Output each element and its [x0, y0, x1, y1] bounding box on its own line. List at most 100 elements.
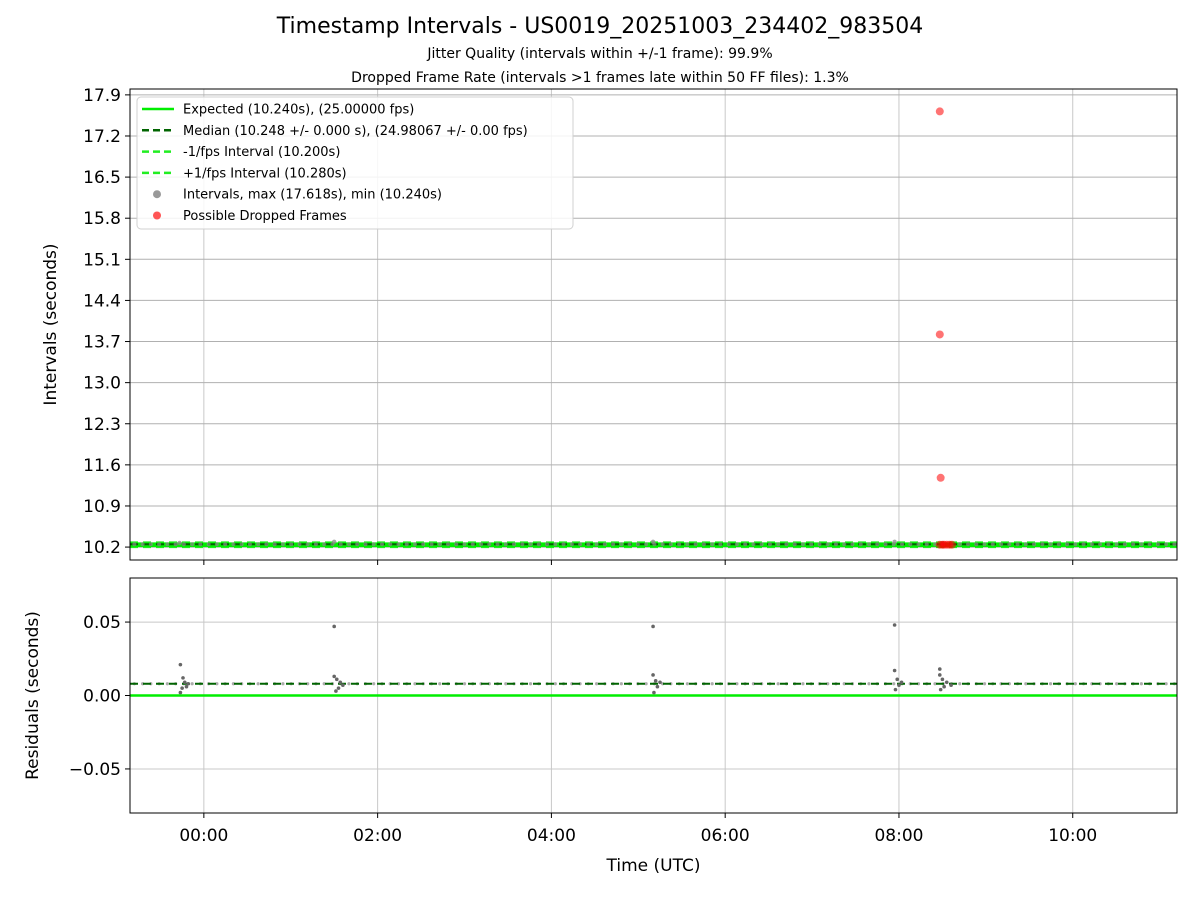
interval-point	[908, 542, 913, 547]
residual-point	[867, 682, 871, 686]
interval-point	[520, 542, 525, 547]
interval-point	[503, 542, 508, 547]
interval-point	[181, 542, 186, 547]
residual-point	[334, 677, 339, 682]
interval-point	[611, 542, 616, 547]
residual-point	[438, 682, 442, 686]
interval-point	[966, 542, 971, 547]
interval-point	[858, 542, 863, 547]
interval-point	[198, 542, 203, 547]
residual-point	[937, 667, 942, 671]
interval-point	[602, 542, 607, 547]
residual-point	[178, 690, 183, 695]
residual-point	[651, 624, 655, 629]
interval-point	[660, 542, 665, 547]
residual-point	[178, 662, 183, 667]
residual-point	[937, 673, 942, 677]
interval-point	[165, 542, 170, 547]
y-tick-label: 10.9	[83, 497, 121, 517]
residual-point	[504, 682, 508, 686]
interval-point	[883, 542, 888, 547]
y-tick-label: 12.3	[83, 415, 121, 435]
residual-point	[655, 684, 660, 689]
interval-point	[1139, 542, 1144, 547]
y-tick-label: 15.8	[83, 209, 121, 229]
residual-point	[619, 682, 623, 686]
interval-point	[1122, 542, 1127, 547]
interval-point	[1032, 542, 1037, 547]
y-tick-label: 10.2	[83, 538, 121, 558]
interval-point	[487, 542, 492, 547]
jitter-quality-subtitle: Jitter Quality (intervals within +/-1 fr…	[427, 46, 773, 62]
interval-point	[446, 542, 451, 547]
residual-point	[895, 677, 900, 682]
interval-point	[751, 542, 756, 547]
residual-point	[322, 682, 326, 686]
interval-point	[1015, 542, 1020, 547]
residual-point	[899, 680, 904, 685]
interval-point	[1065, 542, 1070, 547]
y-tick-label: 0.00	[83, 687, 121, 707]
residual-point	[180, 686, 184, 690]
interval-point	[148, 542, 153, 547]
y-tick-label: 15.1	[83, 250, 121, 270]
dropped-frame-point	[936, 473, 945, 482]
interval-point	[850, 542, 855, 547]
interval-point	[586, 542, 591, 547]
residual-point	[1164, 682, 1168, 686]
interval-point	[206, 542, 211, 547]
interval-point	[899, 542, 904, 547]
residual-point	[181, 676, 185, 680]
interval-point	[363, 542, 368, 547]
intervals-panel: 10.2 10.9 11.6 12.3 13.0 13.7 14.4 15.1 15.8 16.5…	[41, 86, 1178, 565]
legend-label: Intervals, max (17.618s), min (10.240s)	[183, 188, 442, 203]
interval-point	[776, 542, 781, 547]
interval-point	[1073, 542, 1078, 547]
residual-point	[332, 674, 336, 679]
interval-point	[685, 542, 690, 547]
legend-frame	[136, 96, 574, 230]
legend-swatch	[153, 211, 161, 220]
interval-point	[355, 542, 360, 547]
interval-point	[1164, 542, 1169, 547]
dropped-frame-point	[935, 330, 944, 339]
residual-point	[658, 680, 662, 685]
interval-point	[371, 542, 376, 547]
interval-point	[388, 542, 393, 547]
interval-point	[247, 542, 252, 547]
interval-point	[404, 542, 409, 547]
interval-point	[536, 542, 541, 547]
interval-point	[1007, 542, 1012, 547]
y-axis-label: Intervals (seconds)	[41, 243, 61, 405]
residual-point	[942, 684, 946, 689]
residual-point	[652, 690, 656, 695]
interval-point	[561, 542, 566, 547]
residual-point	[528, 682, 533, 686]
interval-point	[1172, 542, 1177, 547]
interval-point	[578, 542, 583, 547]
interval-point	[619, 542, 624, 547]
interval-point	[784, 542, 789, 547]
residual-point	[256, 682, 260, 686]
interval-point	[1023, 542, 1028, 547]
interval-point	[982, 542, 987, 547]
interval-point	[231, 542, 236, 547]
interval-point	[346, 542, 351, 547]
x-tick-label: 04:00	[527, 826, 576, 846]
interval-point	[177, 540, 182, 546]
interval-point	[1056, 542, 1061, 547]
interval-point	[999, 542, 1004, 547]
interval-point	[1155, 542, 1160, 547]
interval-point	[974, 542, 979, 547]
residual-point	[553, 682, 557, 686]
legend: Expected (10.240s), (25.00000 fps) Median…	[136, 96, 574, 230]
interval-point	[792, 542, 797, 547]
interval-point	[132, 542, 137, 547]
residual-point	[644, 682, 648, 686]
interval-point	[809, 542, 814, 547]
interval-point	[264, 542, 269, 547]
interval-point	[916, 542, 921, 547]
residual-point	[1048, 682, 1053, 686]
residual-point	[338, 680, 343, 685]
